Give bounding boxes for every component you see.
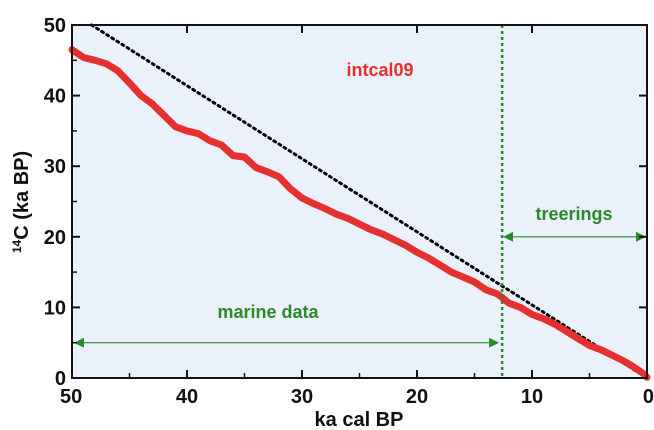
y-axis-title: 14C (ka BP) [10, 151, 33, 253]
x-tick-label: 10 [521, 386, 543, 408]
reference-line [90, 23, 649, 380]
chart-marks [68, 23, 651, 381]
intcal09-label: intcal09 [346, 60, 413, 80]
y-tick-label: 10 [44, 297, 66, 319]
y-axis-title-superscript: 14 [10, 239, 24, 253]
x-tick-label: 20 [406, 386, 428, 408]
x-axis-title: ka cal BP [315, 409, 404, 430]
y-axis-title-main: C (ka BP) [11, 151, 33, 240]
x-tick-label: 40 [176, 386, 198, 408]
y-tick-label: 40 [44, 86, 66, 108]
y-tick-label: 0 [55, 368, 66, 390]
x-tick-label: 50 [60, 386, 82, 408]
y-tick-label: 50 [44, 15, 66, 37]
marine-data-label: marine data [217, 302, 319, 322]
y-tick-label: 20 [44, 227, 66, 249]
x-tick-label: 30 [291, 386, 313, 408]
axis-ticks: 50 40 30 20 10 0 0 10 20 30 40 50 [44, 15, 654, 408]
treerings-label: treerings [535, 204, 612, 224]
x-tick-label: 0 [643, 386, 654, 408]
intcal09-curve [68, 46, 651, 381]
y-tick-label: 30 [44, 156, 66, 178]
